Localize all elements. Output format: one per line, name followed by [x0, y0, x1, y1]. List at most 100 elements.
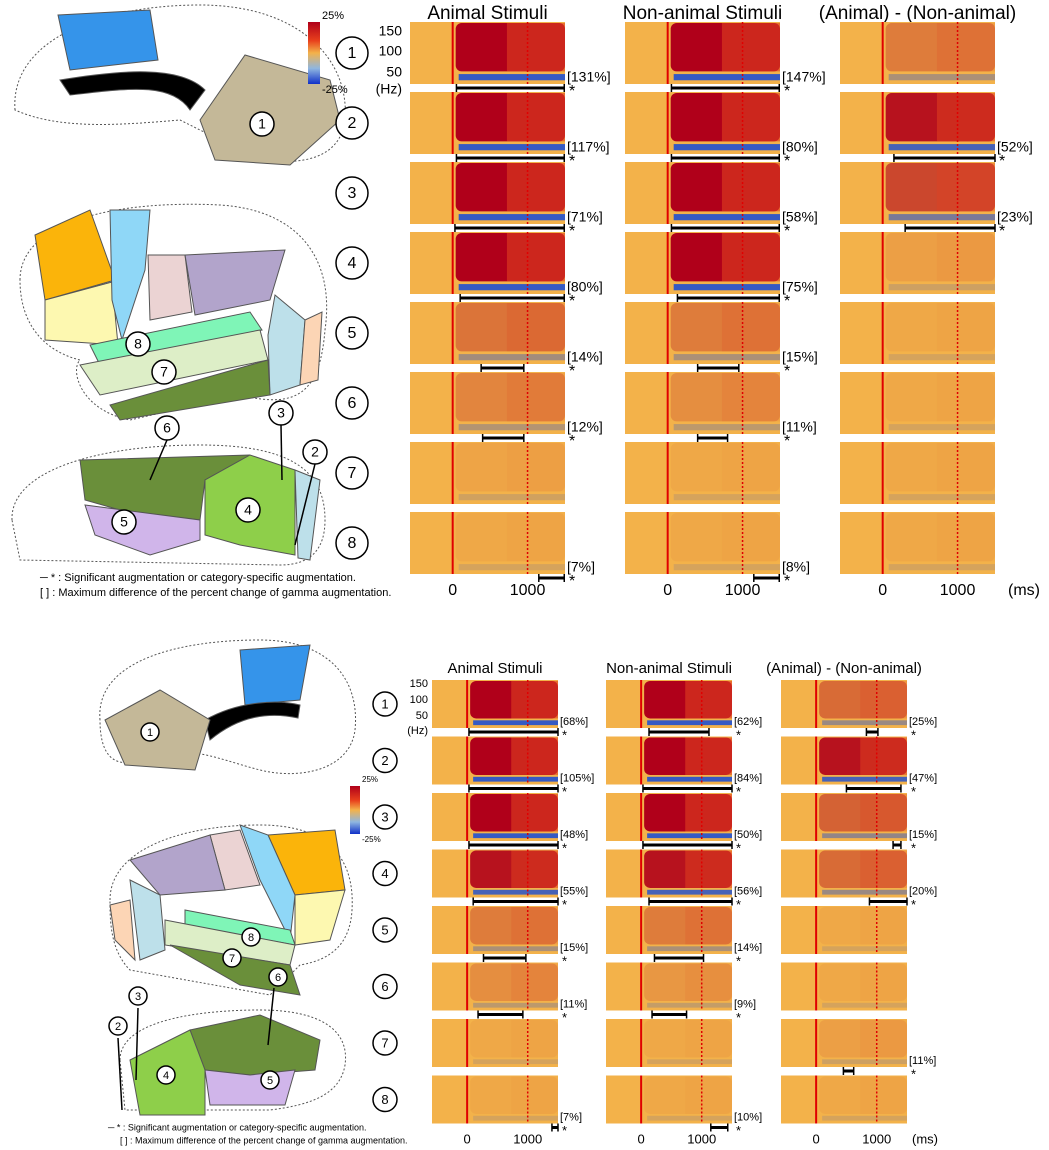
- row-number: 6: [381, 979, 388, 994]
- x-tick-label: 0: [638, 1131, 645, 1146]
- percent-label: [56%]: [734, 885, 762, 897]
- note: [ ] : Maximum difference of the percent …: [120, 1135, 408, 1145]
- heatmap-suppression: [473, 890, 558, 895]
- column-title: Animal Stimuli: [447, 660, 542, 677]
- note: ─ * : Significant augmentation or catego…: [107, 1122, 367, 1132]
- brain-label: 6: [275, 972, 281, 984]
- significance-star: *: [569, 363, 575, 380]
- percent-label: [20%]: [909, 885, 937, 897]
- brain-label: 7: [229, 953, 235, 965]
- x-tick-label: 1000: [687, 1131, 716, 1146]
- heatmap-response-fade: [860, 964, 907, 1001]
- brain-label: 4: [244, 502, 252, 518]
- heatmap-suppression: [674, 144, 780, 150]
- heatmap-suppression: [459, 564, 565, 570]
- x-unit: (ms): [1008, 582, 1040, 599]
- colorbar-min: -25%: [322, 84, 348, 96]
- heatmap-suppression: [459, 74, 565, 80]
- heatmap-response-fade: [937, 443, 995, 491]
- heatmap-suppression: [822, 833, 907, 838]
- percent-label: [10%]: [734, 1111, 762, 1123]
- colorbar-max: 25%: [362, 775, 378, 784]
- heatmap-response-fade: [507, 513, 565, 561]
- significance-star: *: [562, 784, 567, 799]
- heatmap-suppression: [459, 214, 565, 220]
- brain-label: 1: [147, 727, 153, 739]
- column-title: Non-animal Stimuli: [606, 660, 732, 677]
- colorbar-min: -25%: [362, 835, 381, 844]
- x-tick-label: 1000: [513, 1131, 542, 1146]
- heatmap-response-fade: [511, 681, 558, 718]
- heatmap-response-fade: [937, 513, 995, 561]
- heatmap-suppression: [889, 214, 995, 220]
- x-tick-label: 1000: [510, 582, 546, 599]
- heatmap-response-fade: [511, 1020, 558, 1057]
- heatmap-response-fade: [685, 794, 732, 831]
- significance-star: *: [911, 897, 916, 912]
- significance-star: *: [562, 1010, 567, 1025]
- heatmap-suppression: [473, 1059, 558, 1064]
- row-number: 7: [348, 465, 357, 482]
- brain-label: 2: [115, 1021, 121, 1033]
- significance-star: *: [999, 153, 1005, 170]
- significance-star: *: [911, 1066, 916, 1081]
- percent-label: [62%]: [734, 716, 762, 728]
- x-tick-label: 1000: [940, 582, 976, 599]
- colorbar: [350, 786, 360, 834]
- heatmap-suppression: [459, 144, 565, 150]
- heatmap-response-fade: [507, 163, 565, 211]
- significance-star: *: [736, 1010, 741, 1025]
- brain-lateral-1: [20, 204, 327, 420]
- significance-star: *: [784, 293, 790, 310]
- significance-star: *: [736, 840, 741, 855]
- heatmap-response-fade: [507, 303, 565, 351]
- heatmap-response-fade: [685, 964, 732, 1001]
- row-number: 3: [381, 809, 388, 824]
- heatmap-response-fade: [722, 303, 780, 351]
- significance-star: *: [784, 153, 790, 170]
- brain-label: 5: [267, 1075, 273, 1087]
- percent-label: [15%]: [909, 829, 937, 841]
- y-tick-label: 150: [379, 23, 403, 39]
- significance-star: *: [569, 433, 575, 450]
- heatmap-suppression: [674, 214, 780, 220]
- brain-label: 8: [134, 336, 142, 352]
- heatmap-suppression: [473, 833, 558, 838]
- row-number: 5: [348, 325, 357, 342]
- y-tick-label: (Hz): [407, 725, 428, 737]
- significance-star: *: [569, 573, 575, 590]
- heatmap-suppression: [889, 424, 995, 430]
- heatmap-suppression: [473, 946, 558, 951]
- heatmap-suppression: [473, 1003, 558, 1008]
- significance-star: *: [562, 1123, 567, 1138]
- significance-star: *: [562, 897, 567, 912]
- percent-label: [11%]: [560, 998, 587, 1010]
- heatmap-response-fade: [722, 93, 780, 141]
- heatmap-suppression: [647, 777, 732, 782]
- heatmap-response-fade: [511, 738, 558, 775]
- y-tick-label: 50: [386, 64, 402, 80]
- significance-star: *: [911, 840, 916, 855]
- heatmap-response-fade: [722, 233, 780, 281]
- brain-ventral-2: [120, 1010, 346, 1115]
- percent-label: [50%]: [734, 829, 762, 841]
- x-tick-label: 0: [813, 1131, 820, 1146]
- heatmap-suppression: [647, 890, 732, 895]
- heatmap-response-fade: [685, 681, 732, 718]
- heatmap-response-fade: [507, 93, 565, 141]
- row-number: 3: [348, 185, 357, 202]
- percent-label: [9%]: [734, 998, 756, 1010]
- significance-star: *: [784, 363, 790, 380]
- row-number: 1: [381, 696, 388, 711]
- brain-label: 7: [160, 364, 168, 380]
- heatmap-suppression: [473, 777, 558, 782]
- heatmap-suppression: [822, 1003, 907, 1008]
- x-tick-label: 0: [448, 582, 457, 599]
- heatmap-suppression: [889, 354, 995, 360]
- y-tick-label: 150: [410, 678, 428, 690]
- heatmap-suppression: [674, 564, 780, 570]
- heatmap-suppression: [822, 777, 907, 782]
- x-tick-label: 0: [464, 1131, 471, 1146]
- percent-label: [25%]: [909, 716, 937, 728]
- brain-medial-2: [100, 640, 356, 774]
